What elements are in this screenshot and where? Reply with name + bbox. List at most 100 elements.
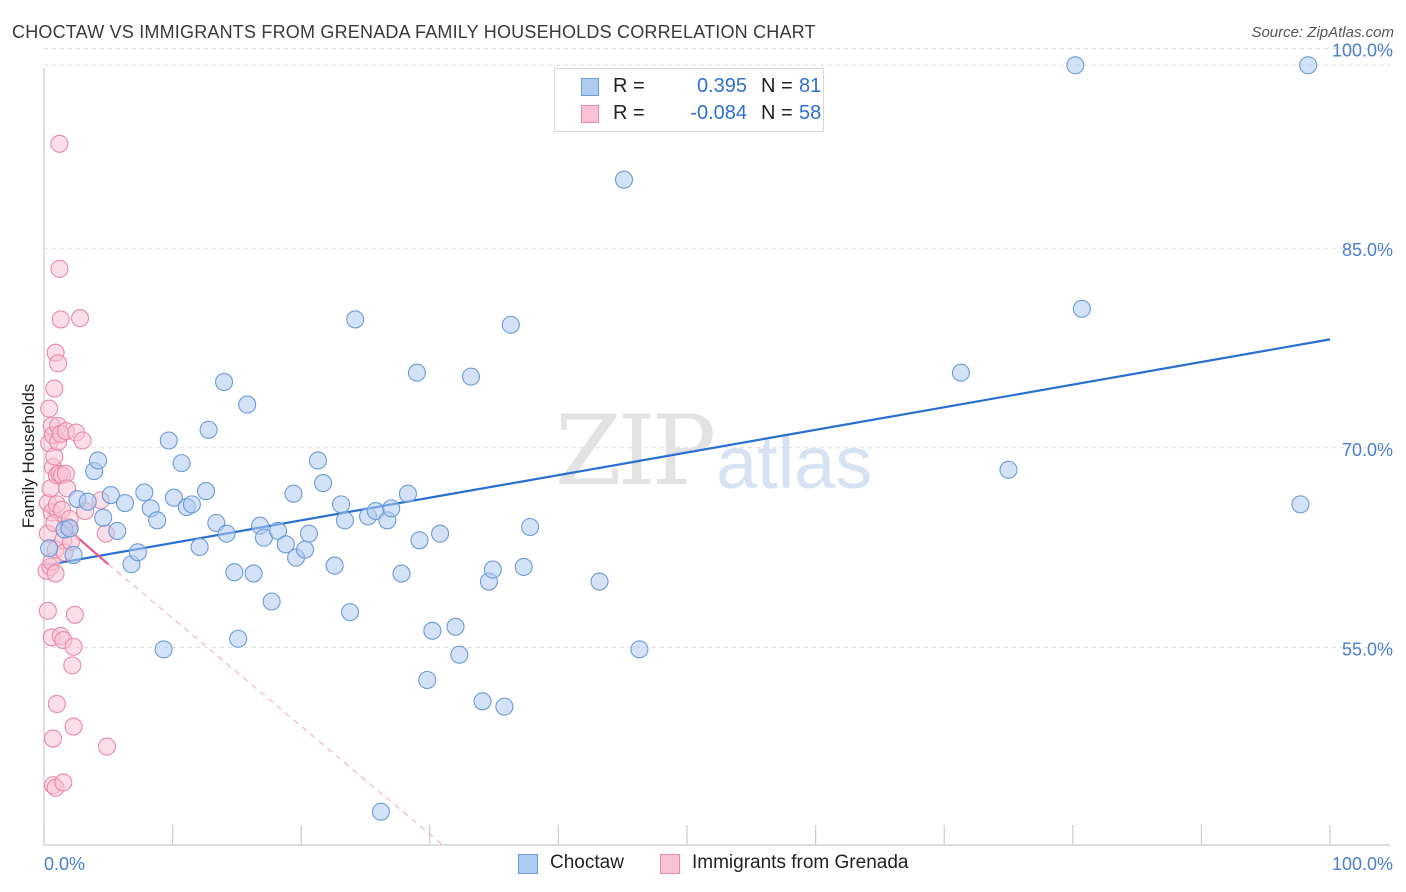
- choctaw-point: [244, 564, 263, 583]
- choctaw-point: [418, 670, 437, 690]
- grenada-point: [38, 601, 57, 620]
- choctaw-point: [450, 645, 469, 664]
- choctaw-point: [60, 519, 79, 538]
- choctaw-point: [423, 621, 442, 640]
- choctaw-point: [40, 539, 59, 558]
- grenada-point: [45, 379, 64, 398]
- choctaw-point: [371, 802, 390, 821]
- choctaw-point: [392, 564, 411, 583]
- bottom-legend-swatch-choctaw: [518, 854, 538, 874]
- grenada-point: [50, 259, 69, 278]
- choctaw-point: [135, 483, 154, 502]
- legend-n-label: N =: [761, 75, 793, 97]
- legend-r-label: R =: [613, 102, 645, 124]
- grenada-point: [40, 399, 59, 418]
- choctaw-point: [172, 454, 191, 473]
- watermark-atlas: atlas: [716, 421, 873, 504]
- choctaw-point: [159, 431, 178, 450]
- grenada-point: [70, 309, 90, 328]
- choctaw-point: [164, 488, 183, 507]
- choctaw-point: [196, 482, 216, 501]
- x-tick-label: 100.0%: [1332, 854, 1393, 874]
- series-choctaw-points: [40, 56, 1318, 821]
- choctaw-point: [407, 363, 426, 382]
- choctaw-point: [217, 524, 236, 543]
- choctaw-point: [461, 367, 481, 386]
- choctaw-point: [446, 617, 465, 636]
- choctaw-point: [590, 572, 609, 591]
- bottom-legend-label-grenada: Immigrants from Grenada: [692, 852, 909, 873]
- choctaw-point: [514, 557, 533, 576]
- axes: [43, 68, 1390, 846]
- choctaw-point: [101, 486, 120, 505]
- choctaw-point: [262, 592, 281, 611]
- trend-line-grenada: [107, 563, 443, 846]
- tick-labels: 55.0% 70.0% 85.0% 100.0% 0.0% 100.0%: [44, 41, 1393, 874]
- stats-legend: R = 0.395 N = 81 R = -0.084 N = 58: [554, 68, 824, 132]
- choctaw-point: [108, 521, 127, 541]
- choctaw-point: [276, 535, 295, 554]
- choctaw-point: [225, 563, 244, 582]
- choctaw-point: [229, 629, 248, 648]
- grenada-point: [64, 717, 83, 736]
- grenada-point: [49, 354, 68, 373]
- choctaw-point: [630, 640, 649, 659]
- bottom-legend-swatch-grenada: [660, 854, 680, 874]
- choctaw-point: [284, 484, 303, 503]
- choctaw-point: [1299, 56, 1318, 75]
- grenada-point: [73, 431, 92, 450]
- choctaw-point: [341, 603, 360, 622]
- legend-n-value: 81: [799, 75, 822, 97]
- choctaw-point: [382, 499, 401, 518]
- choctaw-point: [1072, 299, 1091, 318]
- choctaw-point: [296, 540, 315, 559]
- y-tick-label: 100.0%: [1332, 41, 1393, 61]
- choctaw-point: [190, 537, 209, 557]
- choctaw-point: [115, 493, 135, 513]
- source-credit: Source: ZipAtlas.com: [1251, 24, 1394, 41]
- choctaw-point: [64, 545, 83, 564]
- choctaw-point: [199, 420, 218, 439]
- choctaw-point: [473, 692, 492, 711]
- choctaw-point: [495, 697, 514, 716]
- choctaw-point: [346, 310, 365, 329]
- grenada-point: [54, 773, 73, 792]
- grenada-point: [46, 564, 65, 583]
- legend-r-value: 0.395: [696, 75, 747, 97]
- grenada-point: [65, 605, 84, 624]
- legend-n-value: 58: [799, 102, 822, 124]
- choctaw-point: [431, 524, 450, 543]
- y-tick-label: 55.0%: [1342, 639, 1393, 659]
- x-tick-label: 0.0%: [44, 854, 85, 874]
- grenada-point: [63, 656, 82, 675]
- grenada-point: [64, 637, 83, 656]
- trend-line-choctaw: [43, 338, 1331, 567]
- choctaw-point: [483, 560, 502, 579]
- choctaw-point: [1066, 56, 1085, 75]
- grid-lines: [44, 48, 1390, 648]
- grenada-point: [50, 134, 69, 153]
- trend-lines: [43, 338, 1331, 846]
- choctaw-point: [951, 363, 970, 382]
- grenada-point: [97, 737, 117, 756]
- choctaw-point: [999, 460, 1018, 479]
- choctaw-point: [154, 640, 173, 659]
- choctaw-point: [299, 524, 318, 543]
- legend-swatch-choctaw: [581, 78, 599, 96]
- choctaw-point: [614, 170, 634, 189]
- choctaw-point: [94, 508, 113, 527]
- choctaw-point: [1291, 495, 1310, 514]
- choctaw-point: [398, 484, 417, 503]
- choctaw-point: [78, 492, 97, 511]
- y-axis-label: Family Households: [19, 384, 38, 529]
- grenada-point: [51, 310, 70, 329]
- choctaw-point: [325, 556, 344, 575]
- choctaw-point: [128, 543, 147, 562]
- choctaw-point: [238, 395, 257, 414]
- choctaw-point: [214, 372, 234, 392]
- legend-swatch-grenada: [581, 105, 599, 123]
- choctaw-point: [269, 521, 288, 541]
- choctaw-point: [410, 531, 429, 550]
- choctaw-point: [88, 451, 108, 470]
